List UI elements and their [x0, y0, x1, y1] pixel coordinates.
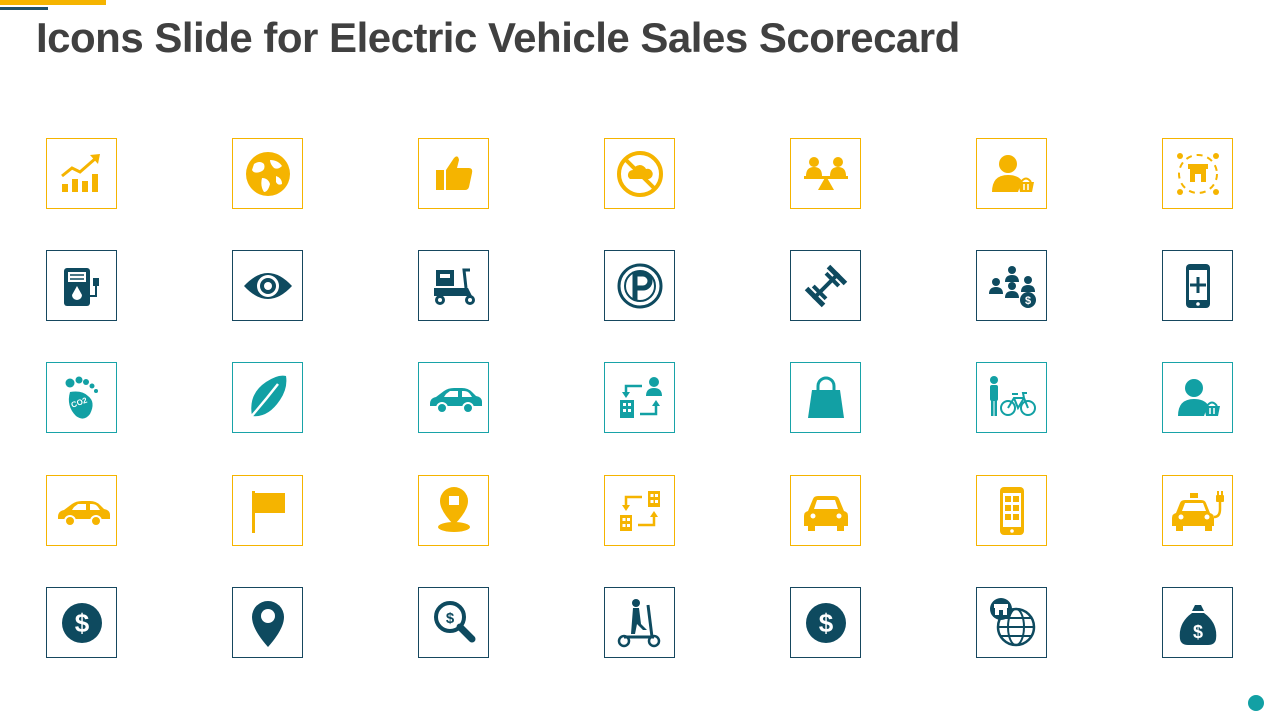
icon-tile	[232, 138, 303, 209]
icon-tile	[976, 138, 1047, 209]
icon-tile	[604, 475, 675, 546]
global-store-icon	[984, 595, 1040, 651]
icon-tile	[232, 475, 303, 546]
team-dollar-icon: $	[984, 258, 1040, 314]
icon-tile	[1162, 138, 1233, 209]
slide-title: Icons Slide for Electric Vehicle Sales S…	[36, 14, 960, 61]
icon-tile	[976, 475, 1047, 546]
svg-text:$: $	[1024, 295, 1030, 307]
globe-icon	[240, 146, 296, 202]
store-network-icon	[1170, 146, 1226, 202]
icon-tile: $	[1162, 587, 1233, 658]
delivery-scooter-icon	[426, 258, 482, 314]
electric-car-plug-icon	[1170, 483, 1226, 539]
icon-tile	[1162, 475, 1233, 546]
icon-tile: $	[976, 250, 1047, 321]
svg-text:$: $	[74, 608, 89, 638]
icon-tile: $	[46, 587, 117, 658]
icon-tile	[418, 250, 489, 321]
icon-tile: $	[418, 587, 489, 658]
flag-icon	[240, 483, 296, 539]
money-bag-icon: $	[1170, 595, 1226, 651]
icon-tile	[46, 475, 117, 546]
icon-tile	[976, 587, 1047, 658]
svg-text:$: $	[1192, 622, 1202, 642]
charging-station-icon	[54, 258, 110, 314]
dollar-search-icon: $	[426, 595, 482, 651]
buildings-transfer-icon	[612, 483, 668, 539]
growth-chart-icon	[54, 146, 110, 202]
icon-tile	[46, 138, 117, 209]
icon-tile	[1162, 250, 1233, 321]
accent-bar-yellow	[0, 0, 106, 5]
map-pin-icon	[240, 595, 296, 651]
svg-text:$: $	[818, 608, 833, 638]
icon-tile	[790, 250, 861, 321]
icon-tile	[418, 475, 489, 546]
car-front-icon	[798, 483, 854, 539]
customer-basket-icon	[984, 146, 1040, 202]
mobile-apps-icon	[984, 483, 1040, 539]
eye-icon	[240, 258, 296, 314]
icon-tile	[418, 138, 489, 209]
slide-dot	[1248, 695, 1264, 711]
icon-tile	[232, 250, 303, 321]
electric-scooter-icon	[612, 595, 668, 651]
customer-basket-icon	[1170, 370, 1226, 426]
icon-tile	[790, 475, 861, 546]
no-co2-icon	[612, 146, 668, 202]
shopping-bag-icon	[798, 370, 854, 426]
leaf-icon	[240, 370, 296, 426]
icon-tile	[790, 362, 861, 433]
icon-tile	[604, 138, 675, 209]
icon-tile	[976, 362, 1047, 433]
icon-tile	[418, 362, 489, 433]
icon-tile: CO2	[46, 362, 117, 433]
icon-tile	[604, 250, 675, 321]
dumbbell-icon	[798, 258, 854, 314]
icon-tile	[46, 250, 117, 321]
parking-icon	[612, 258, 668, 314]
icon-tile	[1162, 362, 1233, 433]
icon-tile	[604, 587, 675, 658]
svg-text:$: $	[445, 610, 454, 627]
icon-tile	[604, 362, 675, 433]
side-car-icon	[54, 483, 110, 539]
dollar-circle-icon: $	[54, 595, 110, 651]
balance-people-icon	[798, 146, 854, 202]
building-transfer-icon	[612, 370, 668, 426]
sedan-car-icon	[426, 370, 482, 426]
icon-tile: $	[790, 587, 861, 658]
co2-footprint-icon: CO2	[54, 370, 110, 426]
dollar-circle-icon: $	[798, 595, 854, 651]
person-bicycle-icon	[984, 370, 1040, 426]
icon-tile	[232, 587, 303, 658]
icon-tile	[790, 138, 861, 209]
location-pin-icon	[426, 483, 482, 539]
mobile-add-icon	[1170, 258, 1226, 314]
icon-tile	[232, 362, 303, 433]
thumbs-up-icon	[426, 146, 482, 202]
accent-bar-dark	[0, 7, 48, 10]
